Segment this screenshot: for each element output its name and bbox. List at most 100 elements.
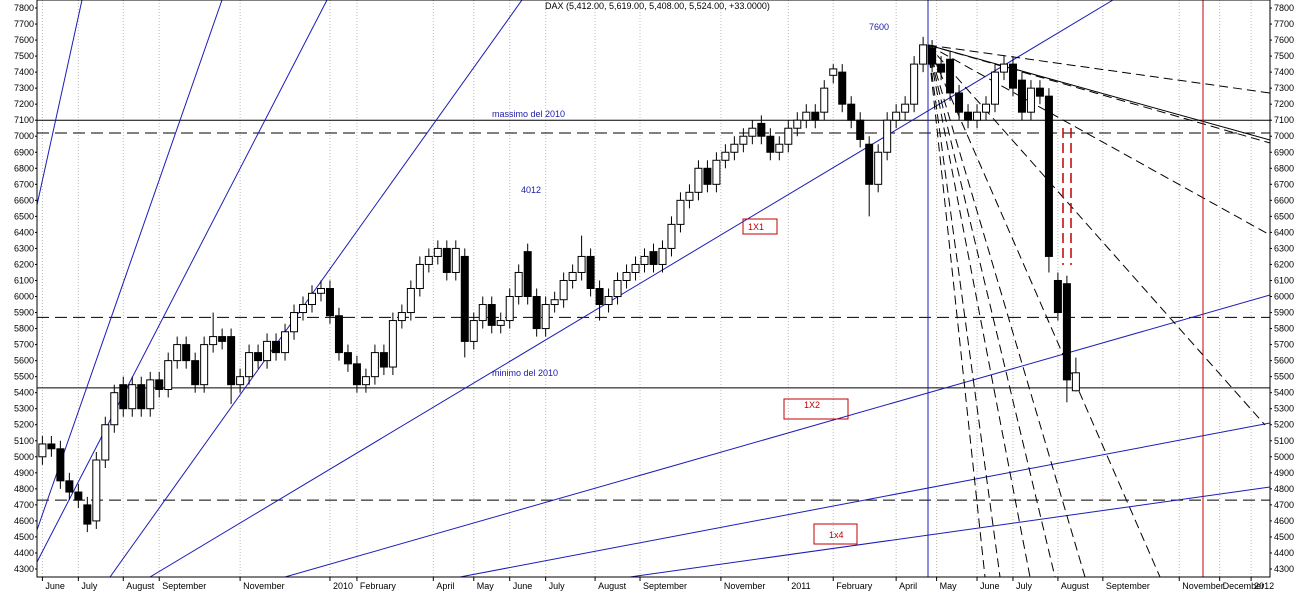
x-tick-label: September: [643, 581, 687, 591]
candle-body: [47, 443, 56, 450]
y-tick-label: 4400: [1274, 548, 1294, 558]
candle-body: [703, 167, 712, 185]
y-tick-label: 5000: [14, 452, 34, 462]
x-tick-label: August: [1061, 581, 1090, 591]
annotation: massimo del 2010: [492, 109, 565, 119]
candle-body: [415, 263, 424, 290]
candle-body: [173, 344, 182, 362]
candle-body: [676, 199, 685, 225]
y-tick-label: 4900: [1274, 468, 1294, 478]
candle-body: [281, 331, 290, 354]
candle-body: [847, 103, 856, 121]
y-tick-label: 7100: [14, 115, 34, 125]
x-tick-label: July: [549, 581, 566, 591]
x-tick-label: July: [1016, 581, 1033, 591]
candle-body: [200, 344, 209, 386]
trend-line: [109, 0, 523, 577]
candle-body: [191, 360, 200, 386]
candle-body: [218, 336, 227, 342]
y-tick-label: 6200: [1274, 259, 1294, 269]
candle-body: [649, 251, 658, 265]
y-tick-label: 6400: [1274, 227, 1294, 237]
candle-body: [694, 167, 703, 193]
fan-line: [927, 44, 1270, 94]
annotation: 1X2: [804, 400, 820, 410]
candle-body: [811, 111, 820, 121]
candle-body: [352, 363, 361, 386]
y-tick-label: 7100: [1274, 115, 1294, 125]
candle-body: [757, 122, 766, 137]
y-tick-label: 4300: [1274, 564, 1294, 574]
y-tick-label: 6400: [14, 227, 34, 237]
candle-body: [775, 143, 784, 153]
x-tick-label: November: [1182, 581, 1224, 591]
x-tick-label: 2011: [791, 581, 810, 591]
candle-body: [92, 459, 101, 522]
candle-body: [730, 143, 739, 153]
candle-body: [1026, 87, 1035, 113]
y-tick-label: 5100: [1274, 436, 1294, 446]
y-tick-label: 4800: [1274, 484, 1294, 494]
x-tick-label: 2010: [333, 581, 353, 591]
fan-line: [927, 44, 1031, 577]
candle-body: [424, 255, 433, 265]
candle-body: [146, 379, 155, 410]
y-tick-label: 7500: [1274, 51, 1294, 61]
candle-body: [307, 292, 316, 306]
fan-line: [927, 44, 1001, 577]
y-tick-label: 4900: [14, 468, 34, 478]
candle-body: [1008, 63, 1017, 89]
label-box: [742, 218, 778, 235]
x-tick-label: April: [899, 581, 917, 591]
y-tick-label: 5800: [1274, 324, 1294, 334]
candle-body: [919, 44, 928, 65]
y-tick-label: 6800: [1274, 163, 1294, 173]
candle-body: [685, 191, 694, 201]
x-tick-label: July: [81, 581, 98, 591]
candle-body: [577, 255, 586, 273]
candle-body: [550, 299, 559, 306]
candle-body: [397, 312, 406, 322]
candle-body: [245, 352, 254, 378]
y-tick-label: 4300: [14, 564, 34, 574]
candle-body: [514, 271, 523, 298]
candle-body: [469, 320, 478, 342]
candle-body: [766, 135, 775, 153]
candle-body: [712, 159, 721, 185]
candle-body: [568, 271, 577, 281]
candle-body: [487, 304, 496, 326]
candle-body: [388, 320, 397, 368]
candle-body: [505, 296, 514, 322]
trend-line: [149, 0, 1114, 577]
x-tick-label: June: [45, 581, 65, 591]
candle-body: [604, 296, 613, 306]
y-tick-label: 7800: [14, 3, 34, 13]
candle-body: [802, 111, 811, 121]
candle-body: [613, 279, 622, 298]
y-tick-label: 6800: [14, 163, 34, 173]
y-tick-label: 7600: [1274, 35, 1294, 45]
y-tick-label: 6600: [14, 195, 34, 205]
candle-body: [748, 127, 757, 137]
y-tick-label: 6600: [1274, 195, 1294, 205]
candle-body: [874, 151, 883, 185]
candle-body: [955, 92, 964, 113]
candle-body: [433, 247, 442, 257]
candle-body: [1071, 372, 1080, 392]
x-tick-label: August: [126, 581, 155, 591]
y-tick-label: 6900: [14, 147, 34, 157]
fan-line: [927, 44, 1086, 577]
candle-body: [478, 304, 487, 322]
y-tick-label: 5300: [14, 404, 34, 414]
trend-line: [37, 0, 223, 531]
candle-body: [829, 68, 838, 76]
candle-body: [793, 119, 802, 129]
y-tick-label: 5700: [14, 340, 34, 350]
y-tick-label: 7200: [1274, 99, 1294, 109]
candle-body: [784, 127, 793, 145]
candle-body: [101, 424, 110, 461]
candle-body: [946, 58, 955, 94]
candle-body: [928, 47, 937, 65]
y-tick-label: 6200: [14, 259, 34, 269]
